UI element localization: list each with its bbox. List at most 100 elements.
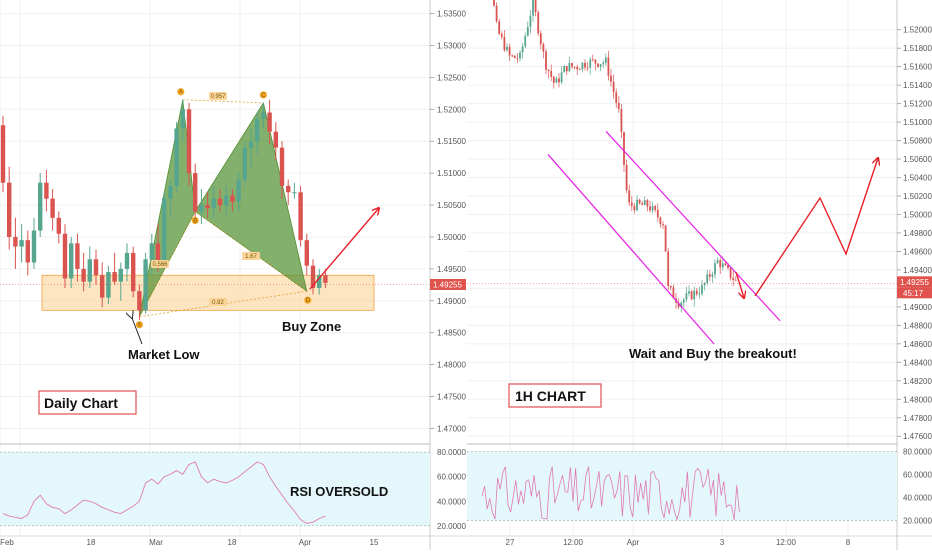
daily-candle-body: [230, 195, 235, 202]
ratio-label: 0.92: [212, 300, 224, 306]
ratio-label: 0.566: [152, 262, 168, 268]
left-price-tick-label: 1.52000: [437, 105, 466, 114]
daily-candle-body: [131, 252, 136, 292]
daily-candle-body: [255, 118, 260, 142]
bd-line: [195, 211, 307, 292]
pattern-point-letter: X: [137, 323, 141, 329]
left-time-tick-label: Apr: [299, 538, 312, 547]
pattern-point-letter: D: [306, 298, 311, 304]
hourly-candle-body: [604, 57, 607, 63]
hourly-candle-body: [695, 290, 698, 295]
hourly-candle-body: [534, 0, 537, 13]
harmonic-pattern-labels: X A B C D 0.566 0.957 1.67 0.92: [135, 88, 312, 329]
daily-candle-body: [205, 205, 210, 209]
hourly-candle-body: [714, 263, 716, 275]
hourly-candle-body: [560, 72, 563, 83]
hourly-candle-body: [602, 62, 605, 65]
daily-candle-body: [112, 272, 117, 282]
hourly-candle-body: [519, 52, 521, 59]
left-price-tag-text: 1.49255: [433, 281, 462, 290]
right-price-tick-label: 1.50400: [903, 174, 932, 183]
right-rsi-line: [481, 466, 740, 522]
right-price-tick-label: 1.47600: [903, 432, 932, 441]
market-low-arrow[interactable]: [132, 318, 143, 345]
hourly-candle-body: [594, 59, 597, 64]
hourly-candle-body: [552, 76, 555, 83]
channel-lower-line[interactable]: [547, 154, 715, 345]
left-price-tag: 1.49255: [430, 279, 466, 291]
left-price-tick-label: 1.50000: [437, 233, 466, 242]
left-time-tick-label: 15: [370, 538, 379, 547]
left-rsi-tick-label: 60.0000: [437, 473, 466, 482]
left-rsi-axis: 80.0000 60.0000 40.0000 20.0000: [437, 448, 466, 531]
hourly-candle-body: [664, 225, 667, 252]
left-time-axis[interactable]: Feb 18 Mar 18 Apr 15: [0, 538, 379, 547]
hourly-candle-body: [643, 200, 646, 205]
daily-chart-label: Daily Chart: [44, 395, 118, 411]
right-time-tick-label: 8: [846, 538, 851, 547]
daily-candle-body: [224, 195, 229, 206]
hourly-candle-body: [651, 206, 654, 211]
left-price-tick-label: 1.51000: [437, 169, 466, 178]
right-price-axis[interactable]: 1.52000 1.51800 1.51600 1.51400 1.51200 1.510…: [897, 26, 932, 442]
breakout-dip-arrow[interactable]: [735, 271, 744, 298]
hourly-candle-body: [716, 260, 719, 264]
breakout-projection-arrow[interactable]: [754, 158, 878, 297]
hourly-candle-body: [625, 164, 628, 191]
left-time-tick-label: Mar: [149, 538, 163, 547]
right-price-pane[interactable]: [467, 0, 897, 445]
right-time-tick-label: Apr: [627, 538, 640, 547]
hourly-candle-body: [615, 92, 618, 103]
daily-candle-body: [143, 259, 148, 311]
right-price-tick-label: 1.50800: [903, 137, 932, 146]
ac-line: [182, 99, 264, 104]
right-price-tick-label: 1.48800: [903, 321, 932, 330]
hourly-chart-panel[interactable]: Wait and Buy the breakout! 1H CHART 1.52…: [467, 0, 932, 550]
hourly-candle-body: [724, 263, 727, 266]
daily-candle-body: [0, 125, 6, 183]
hourly-candle-body: [495, 5, 498, 22]
hourly-candle-body: [662, 224, 664, 226]
pattern-point-letter: B: [193, 218, 197, 224]
right-time-tick-label: 3: [720, 538, 725, 547]
daily-candle-body: [193, 173, 198, 212]
left-price-axis[interactable]: 1.53500 1.53000 1.52500 1.52000 1.51500 1.510…: [430, 10, 466, 434]
hourly-candle-body: [612, 81, 615, 93]
hourly-candle-body: [672, 287, 675, 299]
hourly-candle-body: [493, 0, 495, 6]
hourly-candle-body: [732, 278, 735, 280]
daily-candle-body: [236, 179, 241, 202]
hourly-candle-body: [558, 78, 560, 83]
hourly-candle-body: [711, 274, 714, 277]
hourly-candle-body: [633, 205, 636, 211]
projection-arrow[interactable]: [309, 208, 379, 290]
daily-candle-body: [124, 252, 130, 269]
daily-candle-body: [149, 243, 154, 260]
daily-candle-body: [106, 272, 111, 298]
hourly-candle-body: [654, 206, 657, 210]
hourly-candle-body: [659, 217, 662, 225]
hourly-candle-body: [537, 12, 540, 34]
daily-chart-panel[interactable]: X A B C D 0.566 0.957 1.67 0.92 Market Low Buy Z…: [0, 0, 466, 550]
daily-candle-body: [19, 240, 24, 247]
daily-candle-body: [211, 198, 216, 209]
right-price-tick-label: 1.52000: [903, 26, 932, 35]
daily-candle-body: [261, 112, 266, 119]
left-time-tick-label: Feb: [0, 538, 14, 547]
right-time-axis[interactable]: 27 12:00 Apr 3 12:00 8: [506, 538, 851, 547]
hourly-candle-body: [526, 27, 529, 36]
right-price-tick-label: 1.48000: [903, 395, 932, 404]
hourly-candle-body: [669, 285, 672, 288]
hourly-candle-body: [649, 206, 651, 211]
hourly-candle-body: [529, 15, 532, 28]
hourly-candle-body: [680, 302, 683, 307]
right-price-tick-label: 1.50200: [903, 192, 932, 201]
hourly-candle-body: [703, 282, 706, 286]
hourly-candle-body: [511, 55, 514, 57]
hourly-candle-body: [638, 199, 641, 204]
hourly-candle-body: [576, 66, 579, 70]
channel-upper-line[interactable]: [605, 130, 781, 322]
daily-candle-body: [186, 109, 192, 174]
daily-candle-body: [298, 192, 303, 241]
